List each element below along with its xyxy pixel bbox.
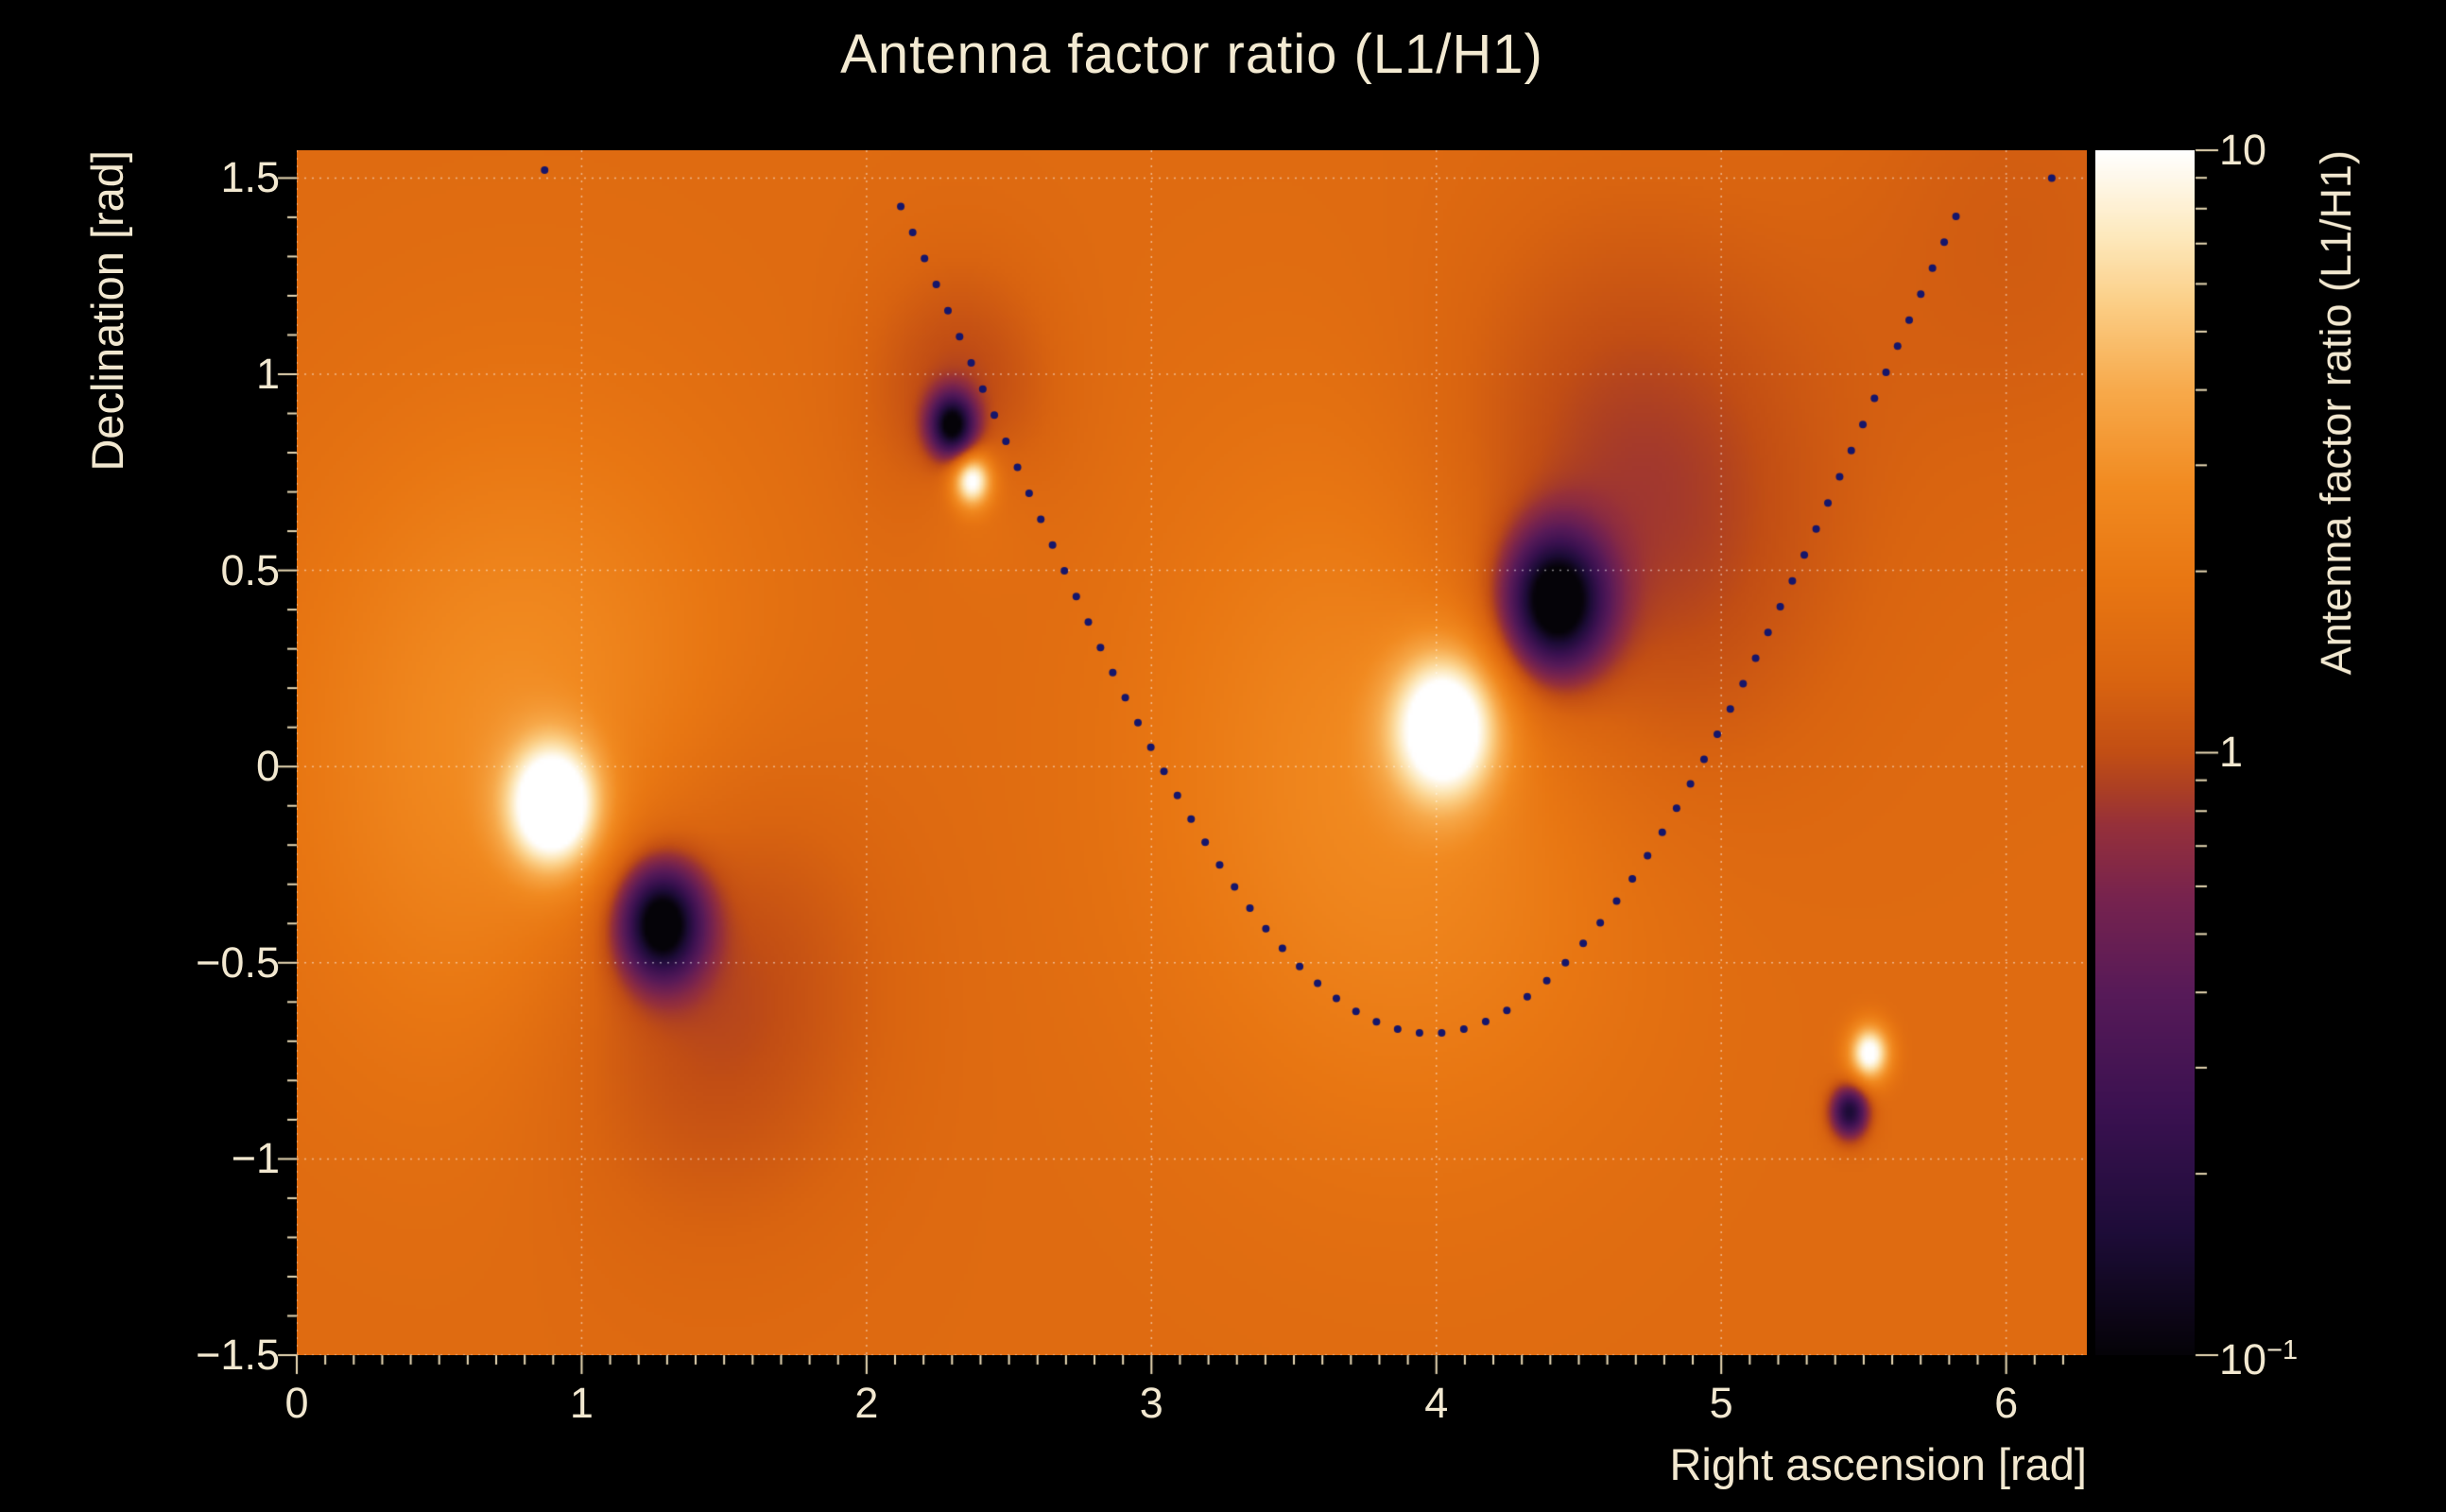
x-tick-label: 3 xyxy=(1139,1379,1163,1427)
colorbar-tick-label-0p1: 10−1 xyxy=(2219,1335,2299,1383)
colorbar-tick-label-10: 10 xyxy=(2219,126,2267,174)
y-tick-label: 1.5 xyxy=(220,153,280,202)
x-axis-title: Right ascension [rad] xyxy=(1669,1439,2087,1489)
colorbar-tick-label-1: 1 xyxy=(2219,728,2244,776)
y-tick-label: 1 xyxy=(255,349,280,398)
y-axis-title: Declination [rad] xyxy=(82,150,132,472)
x-tick-label: 5 xyxy=(1709,1379,1733,1427)
x-tick-label: 1 xyxy=(569,1379,594,1427)
x-tick-label: 0 xyxy=(284,1379,309,1427)
y-tick-label: −1 xyxy=(231,1134,280,1183)
y-tick-label: 0 xyxy=(255,742,280,791)
x-tick-label: 4 xyxy=(1424,1379,1449,1427)
y-tick-label: −1.5 xyxy=(196,1331,280,1379)
x-tick-label: 2 xyxy=(854,1379,879,1427)
y-tick-label: 0.5 xyxy=(220,545,280,594)
y-tick-label: −0.5 xyxy=(196,937,280,987)
colorbar-title: Antenna factor ratio (L1/H1) xyxy=(2312,150,2360,676)
x-tick-label: 6 xyxy=(1994,1379,2019,1427)
